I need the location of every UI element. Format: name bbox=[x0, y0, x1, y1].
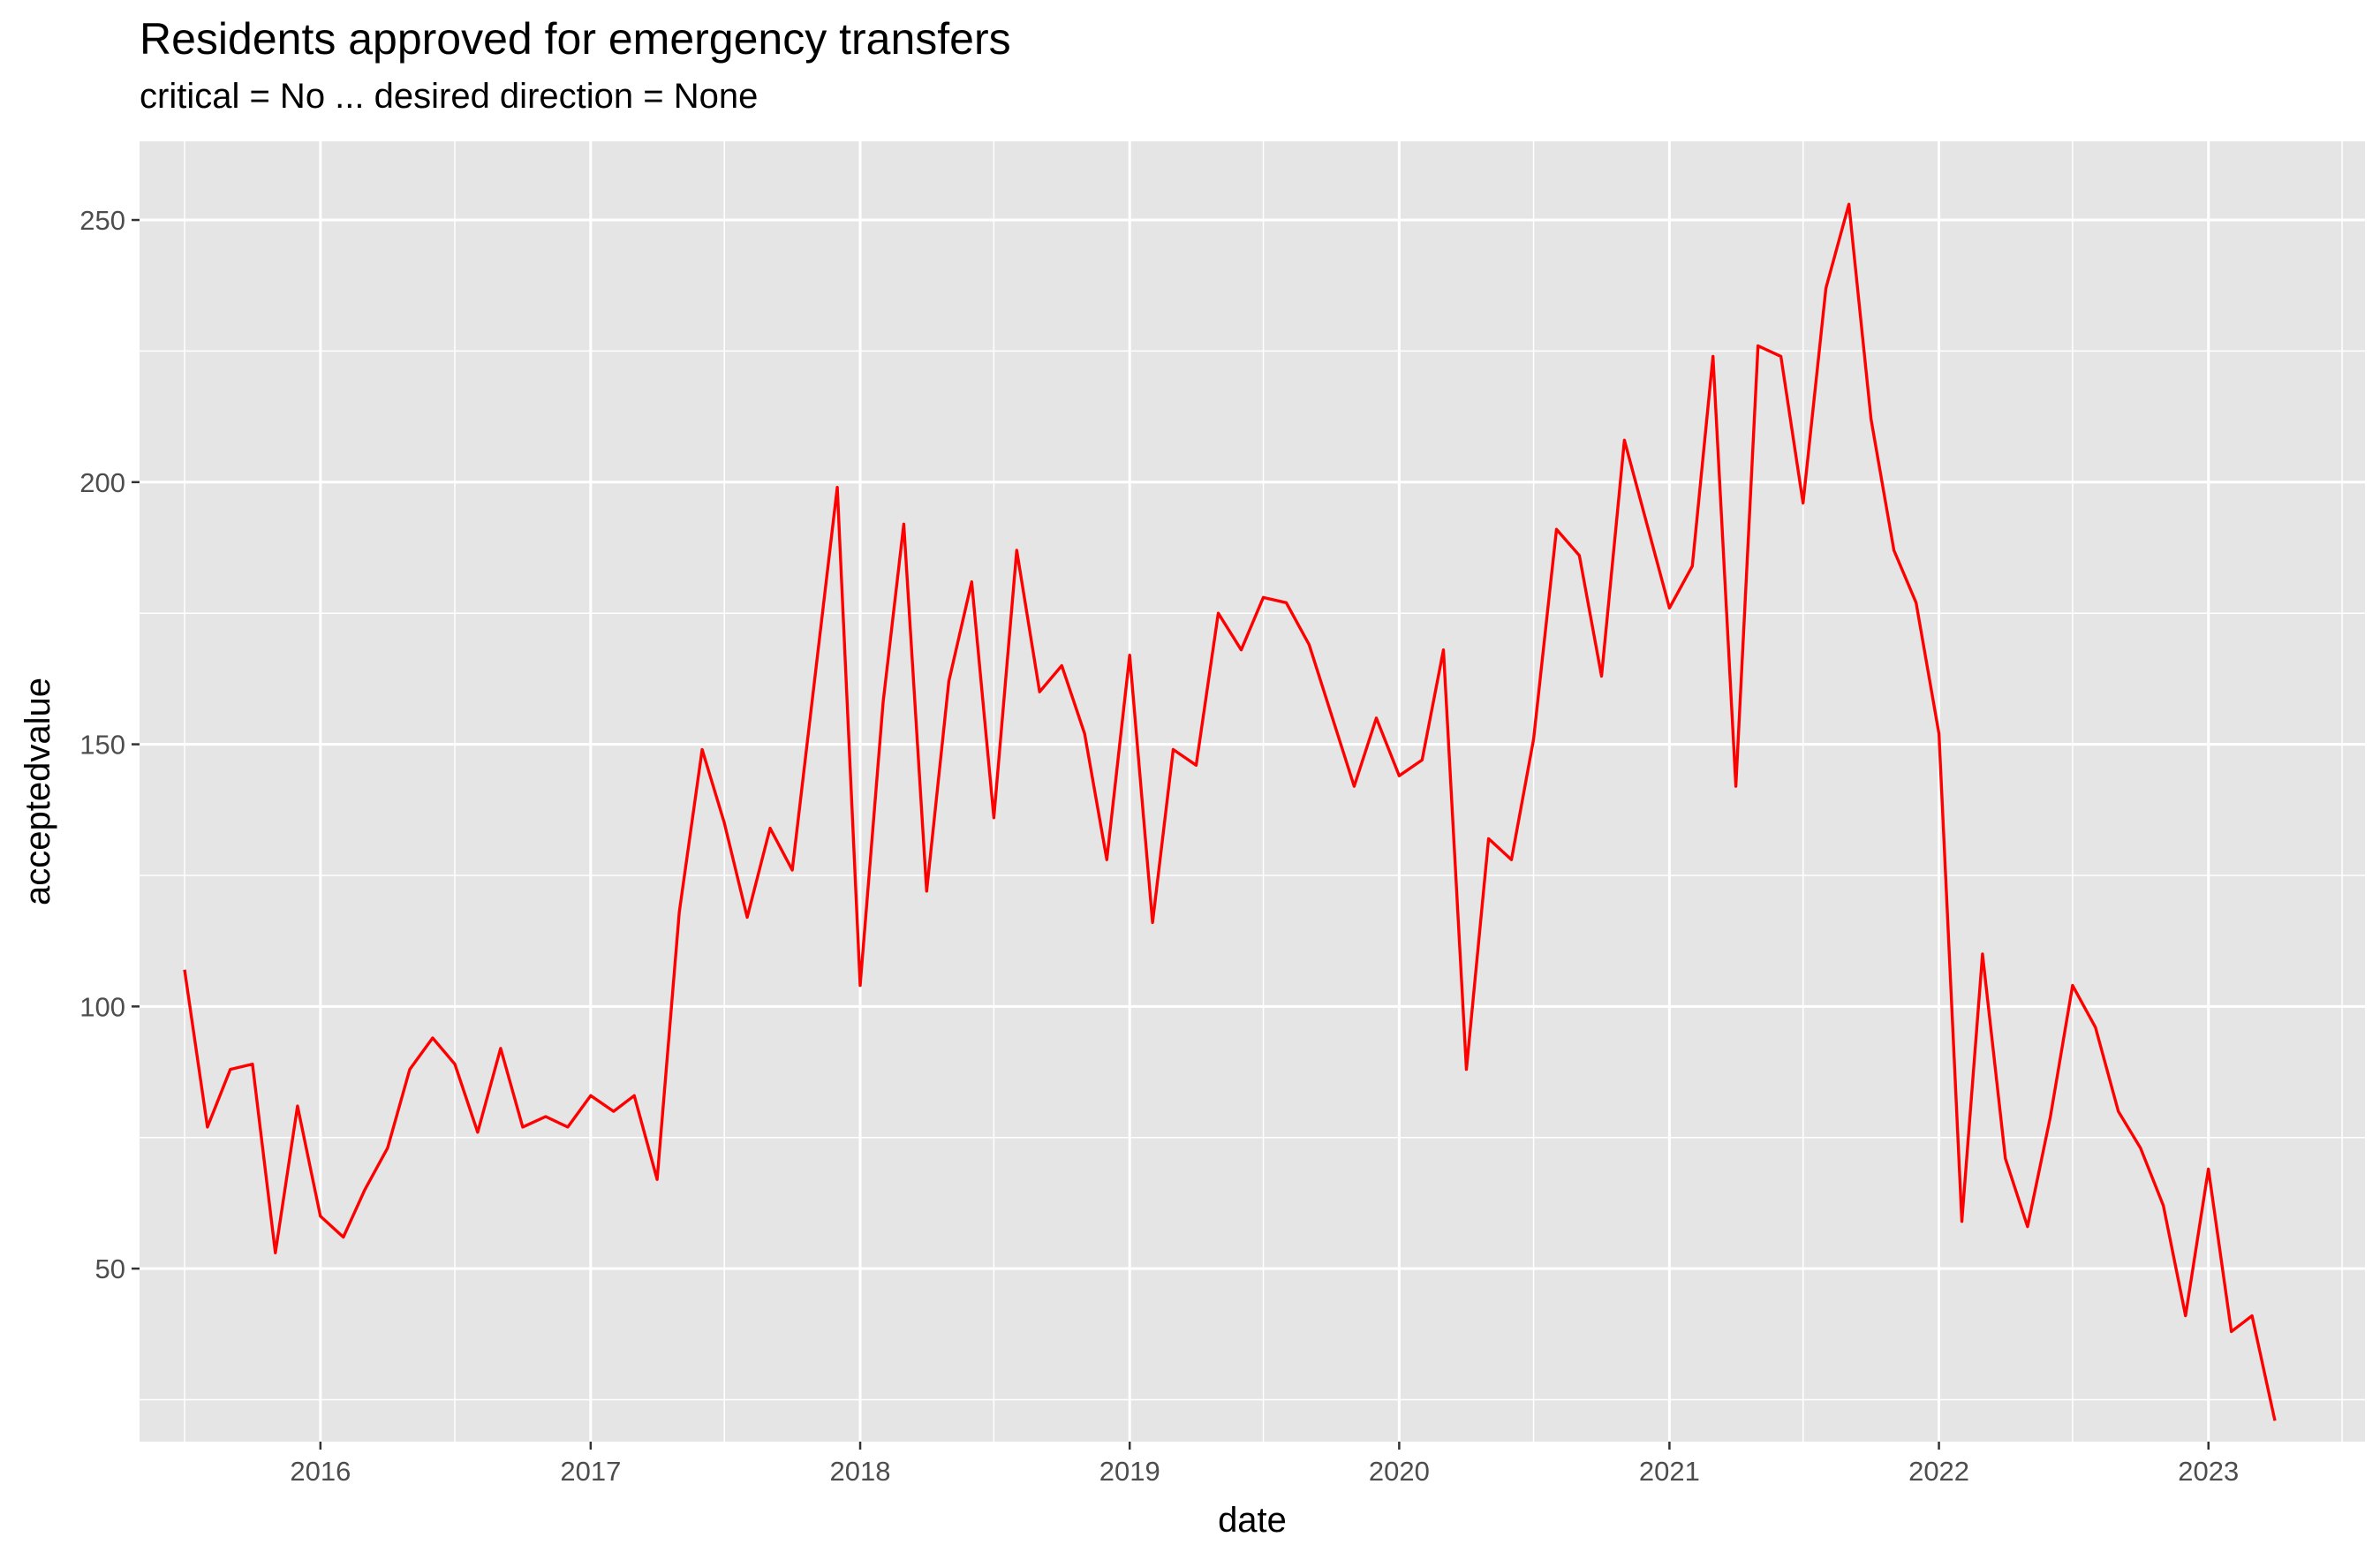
x-tick-label: 2017 bbox=[560, 1456, 621, 1487]
x-axis: 2016 2017 2018 2019 2020 2021 2022 2023 bbox=[290, 1442, 2239, 1487]
y-axis: 50 100 150 200 250 bbox=[79, 205, 140, 1284]
y-axis-title: acceptedvalue bbox=[19, 678, 57, 905]
x-tick-label: 2023 bbox=[2178, 1456, 2239, 1487]
chart-subtitle: critical = No ... desired direction = No… bbox=[140, 77, 759, 116]
plot-panel bbox=[140, 141, 2365, 1442]
x-tick-label: 2022 bbox=[1908, 1456, 1969, 1487]
y-tick-label: 200 bbox=[79, 467, 125, 498]
y-tick-label: 100 bbox=[79, 991, 125, 1022]
x-tick-label: 2018 bbox=[830, 1456, 891, 1487]
minor-gridlines bbox=[140, 141, 2365, 1442]
chart-title: Residents approved for emergency transfe… bbox=[140, 14, 1011, 64]
major-gridlines bbox=[140, 141, 2365, 1442]
x-tick-label: 2016 bbox=[290, 1456, 351, 1487]
x-tick-label: 2020 bbox=[1369, 1456, 1430, 1487]
y-tick-label: 50 bbox=[95, 1253, 125, 1284]
series-layer bbox=[183, 202, 2277, 1421]
x-tick-label: 2019 bbox=[1099, 1456, 1160, 1487]
y-tick-label: 150 bbox=[79, 730, 125, 761]
x-axis-title: date bbox=[1218, 1501, 1287, 1540]
y-tick-label: 250 bbox=[79, 205, 125, 236]
x-tick-label: 2021 bbox=[1639, 1456, 1700, 1487]
series-line bbox=[183, 202, 2277, 1421]
